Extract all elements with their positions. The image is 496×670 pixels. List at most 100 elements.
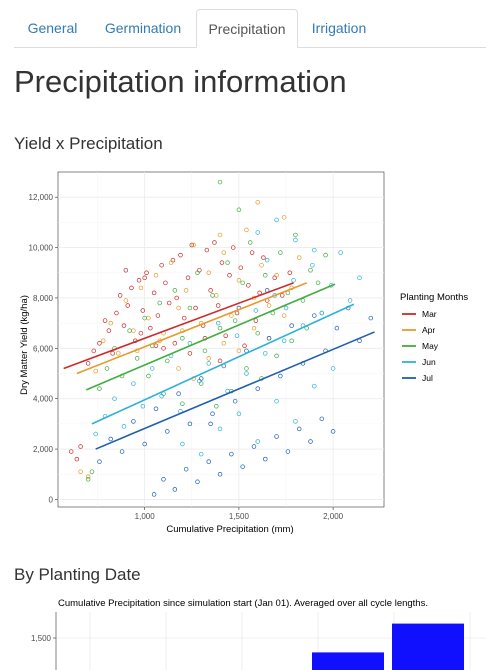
data-point bbox=[97, 341, 102, 346]
data-point bbox=[134, 356, 140, 361]
tab-irrigation[interactable]: Irrigation bbox=[311, 20, 367, 36]
x-axis-label: Cumulative Precipitation (mm) bbox=[166, 524, 293, 535]
data-point bbox=[229, 451, 234, 457]
data-point bbox=[157, 300, 163, 306]
data-point bbox=[263, 351, 268, 356]
data-point bbox=[215, 320, 221, 326]
data-point bbox=[149, 366, 155, 371]
data-point bbox=[138, 330, 144, 336]
data-point bbox=[291, 278, 296, 283]
fit-line-jul bbox=[95, 331, 375, 450]
bar-chart-caption: Cumulative Precipitation since simulatio… bbox=[58, 598, 428, 609]
data-point bbox=[108, 436, 114, 442]
data-point bbox=[180, 335, 185, 341]
data-point bbox=[142, 441, 147, 447]
data-point bbox=[144, 270, 149, 276]
fit-line-may bbox=[85, 283, 336, 391]
data-point bbox=[176, 391, 181, 396]
data-point bbox=[278, 373, 283, 379]
data-point bbox=[97, 386, 102, 391]
data-point bbox=[93, 431, 98, 437]
tab-germination[interactable]: Germination bbox=[104, 20, 182, 36]
data-point bbox=[244, 366, 249, 371]
data-point bbox=[202, 348, 208, 354]
data-point bbox=[263, 456, 268, 462]
data-point bbox=[230, 245, 236, 250]
data-point bbox=[74, 456, 80, 462]
data-point bbox=[182, 315, 187, 321]
data-point bbox=[183, 466, 189, 472]
tab-precipitation[interactable]: Precipitation bbox=[196, 9, 298, 48]
data-point bbox=[85, 477, 91, 482]
data-point bbox=[225, 260, 230, 265]
data-point bbox=[178, 252, 183, 258]
data-point bbox=[187, 421, 193, 427]
data-point bbox=[89, 469, 95, 474]
data-point bbox=[253, 308, 259, 313]
data-point bbox=[208, 288, 213, 293]
section-title-by-planting-date: By Planting Date bbox=[14, 565, 141, 584]
data-point bbox=[123, 298, 129, 303]
data-point bbox=[198, 451, 204, 457]
data-point bbox=[78, 444, 83, 449]
legend-label-jun: Jun bbox=[422, 357, 436, 367]
data-point bbox=[146, 373, 151, 379]
data-point bbox=[279, 293, 285, 298]
data-point bbox=[255, 386, 260, 391]
data-point bbox=[172, 288, 178, 293]
data-point bbox=[110, 351, 115, 356]
data-point bbox=[255, 230, 260, 235]
x-tick-label: 2,000 bbox=[323, 512, 344, 521]
data-point bbox=[104, 366, 110, 371]
data-point bbox=[85, 361, 91, 366]
data-point bbox=[330, 366, 336, 371]
legend-label-mar: Mar bbox=[422, 309, 437, 319]
data-point bbox=[217, 358, 223, 364]
planting-date-bar-chart: 1,500 bbox=[31, 612, 486, 670]
yield-precipitation-scatter-chart: 0 2,000 4,000 6,000 8,000 10,000 12,000 1,000 1,… bbox=[19, 171, 468, 535]
data-point bbox=[123, 267, 129, 273]
data-point bbox=[217, 232, 223, 238]
data-point bbox=[125, 303, 130, 308]
data-point bbox=[108, 320, 114, 326]
data-point bbox=[289, 323, 294, 328]
data-point bbox=[166, 300, 172, 306]
data-point bbox=[185, 275, 191, 281]
data-point bbox=[368, 315, 374, 321]
tab-general[interactable]: General bbox=[27, 20, 78, 36]
data-point bbox=[121, 424, 127, 429]
fit-line-apr bbox=[76, 282, 308, 375]
data-point bbox=[136, 278, 142, 283]
data-point bbox=[357, 275, 362, 281]
data-point bbox=[161, 477, 166, 482]
data-point bbox=[100, 338, 106, 344]
data-point bbox=[323, 252, 328, 258]
data-point bbox=[289, 338, 294, 344]
data-point bbox=[159, 262, 164, 268]
y-tick-label: 2,000 bbox=[33, 445, 54, 454]
data-point bbox=[215, 303, 221, 308]
data-point bbox=[251, 325, 257, 331]
data-point bbox=[180, 401, 185, 406]
data-point bbox=[129, 285, 134, 291]
bar bbox=[392, 623, 464, 670]
data-point bbox=[210, 293, 215, 298]
data-point bbox=[119, 449, 125, 454]
data-point bbox=[274, 398, 279, 404]
legend-label-apr: Apr bbox=[422, 325, 435, 335]
data-point bbox=[159, 393, 164, 399]
data-point bbox=[176, 305, 181, 311]
data-point bbox=[142, 275, 147, 281]
data-point bbox=[217, 426, 223, 432]
data-point bbox=[208, 421, 213, 427]
data-point bbox=[293, 237, 298, 243]
data-point bbox=[206, 361, 212, 366]
data-point bbox=[285, 449, 291, 454]
data-point bbox=[227, 273, 232, 278]
data-point bbox=[102, 318, 108, 323]
data-point bbox=[255, 330, 260, 336]
data-point bbox=[131, 381, 136, 386]
data-point bbox=[236, 411, 242, 417]
data-point bbox=[249, 250, 255, 255]
x-tick-label: 1,500 bbox=[229, 512, 250, 521]
